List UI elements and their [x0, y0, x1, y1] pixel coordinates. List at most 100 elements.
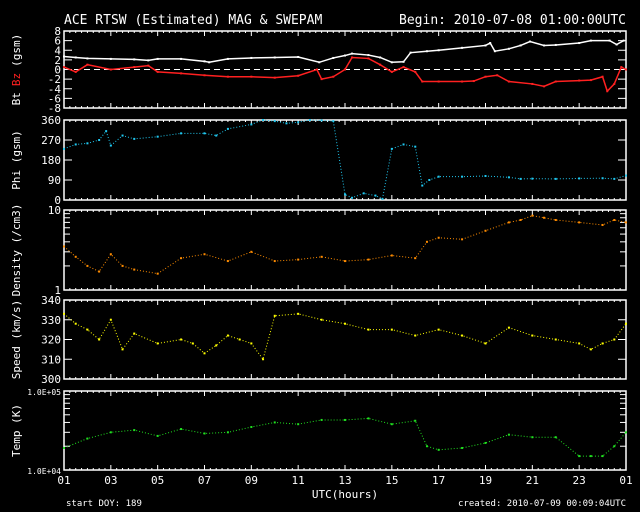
data-point	[507, 221, 510, 224]
data-point	[74, 56, 77, 59]
data-point	[332, 75, 335, 78]
y-tick-label: 1.0E+04	[27, 467, 61, 476]
data-point	[390, 328, 393, 331]
data-point	[250, 342, 253, 345]
data-point	[226, 260, 229, 263]
y-tick-label: 2	[54, 54, 61, 67]
data-point	[414, 145, 417, 148]
data-point	[351, 196, 354, 199]
data-point	[320, 318, 323, 321]
data-point	[320, 78, 323, 81]
y-tick-label: 90	[48, 174, 61, 187]
data-point	[461, 80, 464, 83]
data-point	[147, 64, 150, 67]
data-point	[437, 236, 440, 239]
data-point	[390, 61, 393, 64]
y-tick-label: 360	[41, 114, 61, 127]
data-point	[86, 63, 89, 66]
data-point	[226, 57, 229, 60]
data-point	[484, 44, 487, 47]
data-point	[133, 137, 136, 140]
panel-speed: 340 330 320 310 300 Speed (km/s)	[10, 294, 627, 386]
data-point	[578, 455, 581, 458]
data-point	[109, 144, 112, 147]
data-point	[613, 177, 616, 180]
x-tick-label: 01	[619, 474, 632, 487]
data-point	[519, 177, 522, 180]
data-point	[437, 49, 440, 52]
data-point	[531, 82, 534, 85]
series-bt	[63, 39, 625, 64]
data-point	[578, 79, 581, 82]
data-point	[461, 446, 464, 449]
data-point	[63, 147, 65, 150]
data-point	[402, 66, 405, 69]
data-point	[203, 352, 206, 355]
y-tick-label: -2	[48, 73, 61, 86]
data-point	[262, 358, 265, 361]
panel-phi: 360 270 180 90 0 Phi (gsm)	[10, 114, 627, 207]
x-tick-label: 19	[479, 474, 492, 487]
data-point	[297, 74, 300, 77]
data-point	[351, 56, 354, 59]
data-point	[308, 119, 311, 121]
data-point	[250, 426, 253, 429]
data-point	[402, 143, 405, 146]
data-point	[105, 130, 108, 133]
speed-axis-label: Speed (km/s)	[10, 300, 23, 379]
data-point	[226, 75, 229, 78]
data-point	[601, 75, 604, 78]
y-tick-label: 270	[41, 134, 61, 147]
phi-frame	[63, 119, 627, 201]
data-point	[98, 139, 101, 141]
data-point	[63, 446, 65, 449]
data-point	[493, 50, 496, 53]
data-point	[379, 63, 382, 66]
data-point	[461, 334, 464, 337]
temp-trace	[63, 417, 627, 457]
data-point	[344, 418, 346, 421]
data-point	[226, 334, 229, 337]
data-point	[367, 417, 370, 420]
series-bz	[63, 56, 627, 93]
data-point	[390, 254, 393, 257]
data-point	[484, 75, 487, 78]
data-point	[226, 431, 229, 434]
data-point	[315, 68, 318, 71]
data-point	[428, 179, 431, 181]
data-point	[63, 245, 65, 248]
data-point	[421, 184, 424, 187]
data-point	[437, 175, 440, 178]
data-point	[578, 342, 581, 345]
data-point	[320, 255, 323, 258]
data-point	[320, 119, 323, 122]
x-tick-label: 17	[432, 474, 445, 487]
data-point	[421, 80, 424, 83]
data-point	[601, 223, 604, 226]
data-point	[98, 338, 101, 341]
x-tick-label: 23	[573, 474, 586, 487]
data-point	[625, 68, 627, 71]
data-point	[367, 57, 370, 60]
data-point	[507, 433, 510, 436]
speed-frame	[63, 299, 627, 380]
data-point	[86, 142, 89, 145]
x-tick-label: 15	[385, 474, 398, 487]
data-point	[531, 214, 534, 217]
data-point	[297, 423, 300, 426]
data-point	[622, 39, 625, 42]
data-point	[344, 54, 346, 57]
data-point	[414, 419, 417, 422]
data-point	[297, 312, 300, 315]
data-point	[156, 272, 159, 275]
data-point	[273, 56, 276, 59]
data-point	[109, 318, 112, 321]
data-point	[63, 312, 65, 315]
y-tick-label: 6	[54, 35, 61, 48]
x-tick-label: 21	[526, 474, 539, 487]
data-point	[180, 72, 183, 75]
data-point	[606, 90, 609, 93]
plot-title: ACE RTSW (Estimated) MAG & SWEPAM	[64, 13, 322, 28]
data-point	[109, 253, 112, 256]
